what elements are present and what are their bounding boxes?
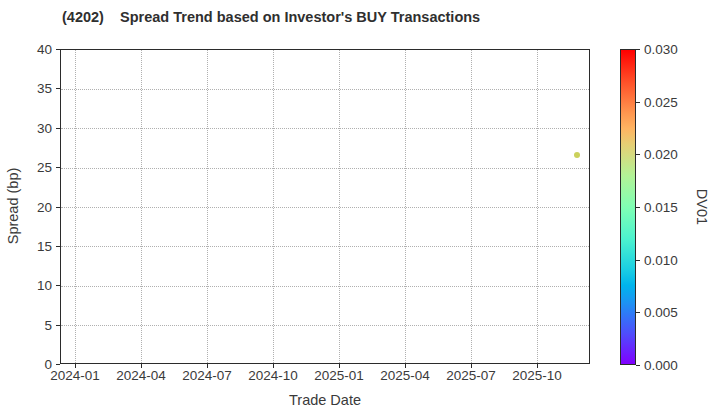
colorbar-tick-mark	[636, 260, 640, 261]
y-tick-mark	[56, 325, 60, 326]
x-tick-label: 2025-10	[512, 368, 562, 383]
y-tick-label: 15	[14, 238, 52, 253]
chart-title: (4202) Spread Trend based on Investor's …	[62, 9, 480, 25]
colorbar-tick-mark	[636, 207, 640, 208]
y-tick-mark	[56, 167, 60, 168]
colorbar	[620, 49, 636, 365]
x-tick-label: 2024-07	[182, 368, 232, 383]
y-tick-label: 20	[14, 199, 52, 214]
y-tick-mark	[56, 207, 60, 208]
y-gridline	[61, 207, 589, 208]
colorbar-tick-mark	[636, 365, 640, 366]
y-tick-label: 40	[14, 42, 52, 57]
y-tick-label: 30	[14, 120, 52, 135]
y-tick-label: 10	[14, 278, 52, 293]
chart-figure: (4202) Spread Trend based on Investor's …	[0, 0, 720, 420]
colorbar-tick-label: 0.010	[644, 252, 678, 267]
colorbar-label: DV01	[694, 189, 710, 225]
data-point	[574, 152, 580, 158]
y-gridline	[61, 89, 589, 90]
colorbar-tick-label: 0.005	[644, 305, 678, 320]
x-tick-label: 2025-01	[314, 368, 364, 383]
colorbar-tick-label: 0.000	[644, 358, 678, 373]
y-tick-mark	[56, 88, 60, 89]
x-tick-label: 2024-04	[116, 368, 166, 383]
x-axis-label: Trade Date	[289, 392, 361, 408]
x-tick-label: 2025-07	[446, 368, 496, 383]
y-tick-label: 35	[14, 81, 52, 96]
y-gridline	[61, 286, 589, 287]
y-gridline	[61, 325, 589, 326]
colorbar-tick-mark	[636, 102, 640, 103]
colorbar-tick-mark	[636, 154, 640, 155]
colorbar-tick-mark	[636, 49, 640, 50]
x-tick-label: 2024-01	[50, 368, 100, 383]
x-tick-label: 2025-04	[380, 368, 430, 383]
y-gridline	[61, 128, 589, 129]
y-gridline	[61, 168, 589, 169]
y-tick-mark	[56, 49, 60, 50]
y-tick-label: 25	[14, 160, 52, 175]
colorbar-tick-label: 0.025	[644, 94, 678, 109]
plot-area	[60, 49, 590, 364]
colorbar-tick-label: 0.020	[644, 147, 678, 162]
y-gridline	[61, 246, 589, 247]
y-tick-label: 0	[14, 357, 52, 372]
y-tick-label: 5	[14, 317, 52, 332]
x-tick-label: 2024-10	[248, 368, 298, 383]
colorbar-tick-label: 0.015	[644, 200, 678, 215]
colorbar-tick-label: 0.030	[644, 42, 678, 57]
y-tick-mark	[56, 364, 60, 365]
y-tick-mark	[56, 285, 60, 286]
colorbar-tick-mark	[636, 312, 640, 313]
y-tick-mark	[56, 246, 60, 247]
y-tick-mark	[56, 128, 60, 129]
